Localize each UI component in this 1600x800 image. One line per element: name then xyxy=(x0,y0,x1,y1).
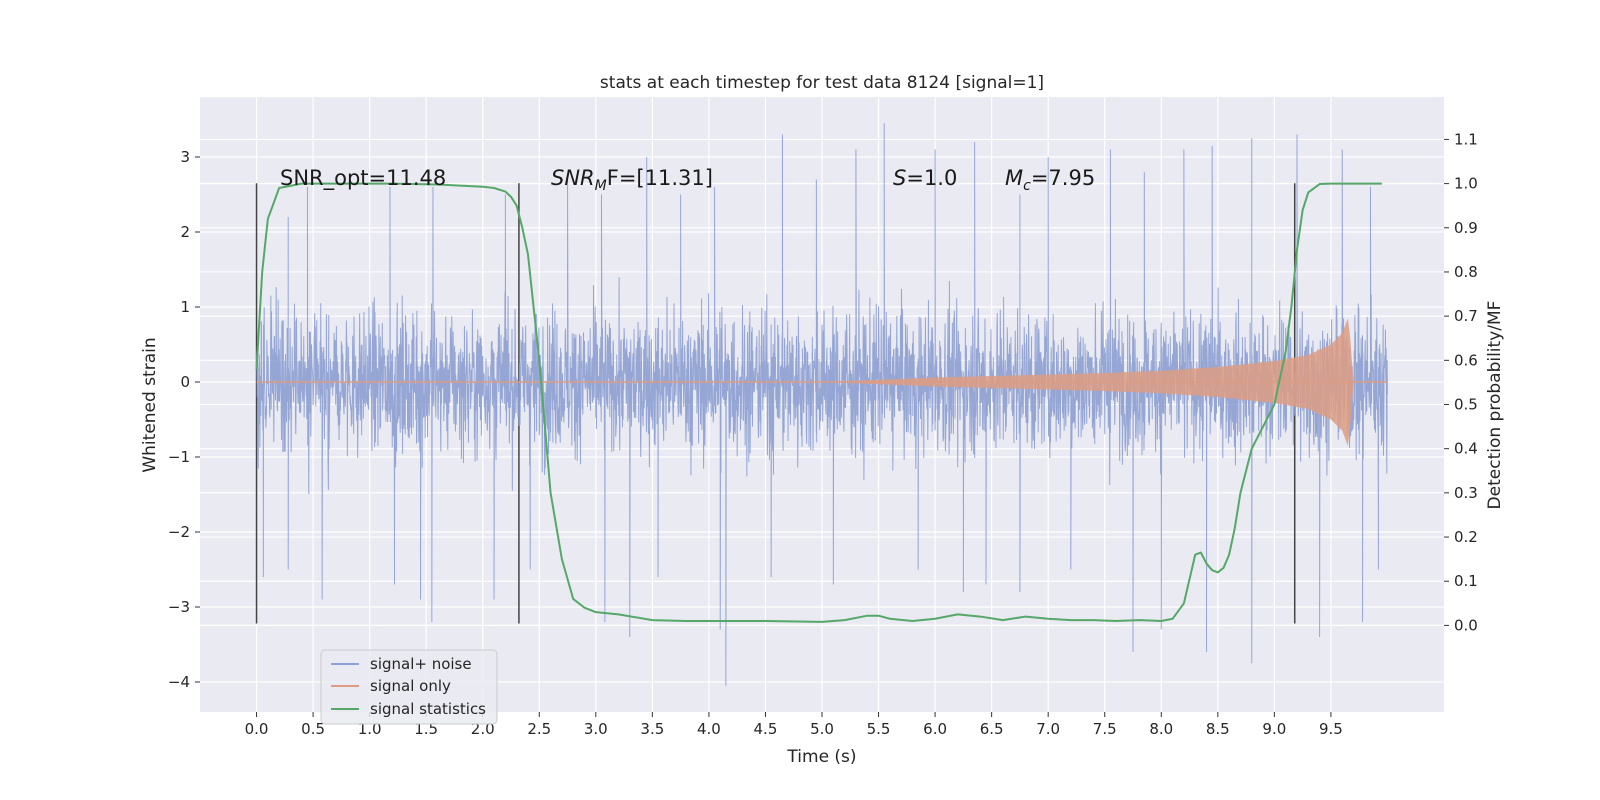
x-tick-label: 5.5 xyxy=(867,720,891,738)
x-tick-label: 0.0 xyxy=(245,720,269,738)
y2-tick-label: 0.1 xyxy=(1454,572,1478,590)
x-tick-label: 8.0 xyxy=(1149,720,1173,738)
x-tick-label: 3.5 xyxy=(640,720,664,738)
annotation-snr-mf-symbol: SNR xyxy=(551,166,595,190)
signal-statistics-line xyxy=(255,182,1382,623)
signal-noise-trace xyxy=(256,123,1388,686)
y-tick-label: 3 xyxy=(180,148,190,166)
y2-tick-label: 0.8 xyxy=(1454,263,1478,281)
x-tick-label: 9.5 xyxy=(1319,720,1343,738)
y-tick-label: −3 xyxy=(168,598,190,616)
chart-title: stats at each timestep for test data 812… xyxy=(600,73,1044,93)
legend-label-signal-statistics: signal statistics xyxy=(370,700,486,718)
annotations: SNR_opt=11.48 SNRMF=[11.31] S=1.0 Mc=7.9… xyxy=(280,166,1095,194)
y-tick-label: 0 xyxy=(180,373,190,391)
x-tick-label: 6.5 xyxy=(980,720,1004,738)
annotation-s-symbol: S xyxy=(893,166,906,190)
annotation-mc-value: =7.95 xyxy=(1031,166,1095,190)
annotation-snr-mf: SNRMF=[11.31] xyxy=(551,166,713,194)
x-tick-label: 3.0 xyxy=(584,720,608,738)
legend-label-signal-only: signal only xyxy=(370,677,451,695)
x-tick-label: 7.0 xyxy=(1036,720,1060,738)
y2-tick-label: 1.0 xyxy=(1454,175,1478,193)
x-tick-label: 0.5 xyxy=(301,720,325,738)
y-tick-label: 1 xyxy=(180,298,190,316)
x-axis-label: Time (s) xyxy=(786,747,856,767)
x-tick-label: 6.0 xyxy=(923,720,947,738)
annotation-snr-mf-subscript: M xyxy=(595,178,607,194)
y-tick-label: −2 xyxy=(168,523,190,541)
y2-axis-ticks: 1.1 1.0 0.9 0.8 0.7 0.6 0.5 0.4 0.3 0.2 0.1 0.0 xyxy=(1444,130,1478,634)
annotation-snr-opt: SNR_opt=11.48 xyxy=(280,166,446,191)
x-tick-label: 7.5 xyxy=(1093,720,1117,738)
y2-tick-label: 0.9 xyxy=(1454,219,1478,237)
y2-tick-label: 0.2 xyxy=(1454,528,1478,546)
x-axis-ticks: 0.0 0.5 1.0 1.5 2.0 2.5 3.0 3.5 4.0 4.5 5.0 5.5 6.0 6… xyxy=(245,712,1343,738)
legend-box xyxy=(320,649,498,725)
annotation-s: S=1.0 xyxy=(893,166,957,190)
y-tick-label: −1 xyxy=(168,448,190,466)
x-tick-label: 4.5 xyxy=(754,720,778,738)
y2-tick-label: 0.6 xyxy=(1454,351,1478,369)
legend: signal+ noise signal only signal statist… xyxy=(320,649,498,725)
annotation-snr-mf-value: F=[11.31] xyxy=(607,166,713,190)
y-tick-label: −4 xyxy=(168,673,190,691)
y2-tick-label: 0.0 xyxy=(1454,616,1478,634)
annotation-mc-symbol: M xyxy=(1005,166,1023,190)
y2-tick-label: 0.5 xyxy=(1454,396,1478,414)
y2-axis-label: Detection probability/MF xyxy=(1485,301,1505,510)
x-tick-label: 9.0 xyxy=(1262,720,1286,738)
annotation-mc-subscript: c xyxy=(1023,178,1031,194)
x-tick-label: 5.0 xyxy=(810,720,834,738)
y2-tick-label: 0.3 xyxy=(1454,484,1478,502)
x-tick-label: 4.0 xyxy=(697,720,721,738)
y2-tick-label: 0.7 xyxy=(1454,307,1478,325)
annotation-mc: Mc=7.95 xyxy=(1005,166,1095,194)
y2-tick-label: 1.1 xyxy=(1454,130,1478,148)
y2-tick-label: 0.4 xyxy=(1454,440,1478,458)
legend-label-signal-noise: signal+ noise xyxy=(370,655,472,673)
series-signal-statistics xyxy=(255,182,1382,623)
x-tick-label: 8.5 xyxy=(1206,720,1230,738)
y-tick-label: 2 xyxy=(180,223,190,241)
y-axis-label: Whitened strain xyxy=(140,337,160,472)
series-signal-only xyxy=(256,318,1388,446)
y-axis-ticks: 3 2 1 0 −1 −2 −3 −4 xyxy=(168,148,200,691)
annotation-s-value: =1.0 xyxy=(906,166,957,190)
x-tick-label: 2.5 xyxy=(527,720,551,738)
series-signal-noise xyxy=(256,123,1388,686)
